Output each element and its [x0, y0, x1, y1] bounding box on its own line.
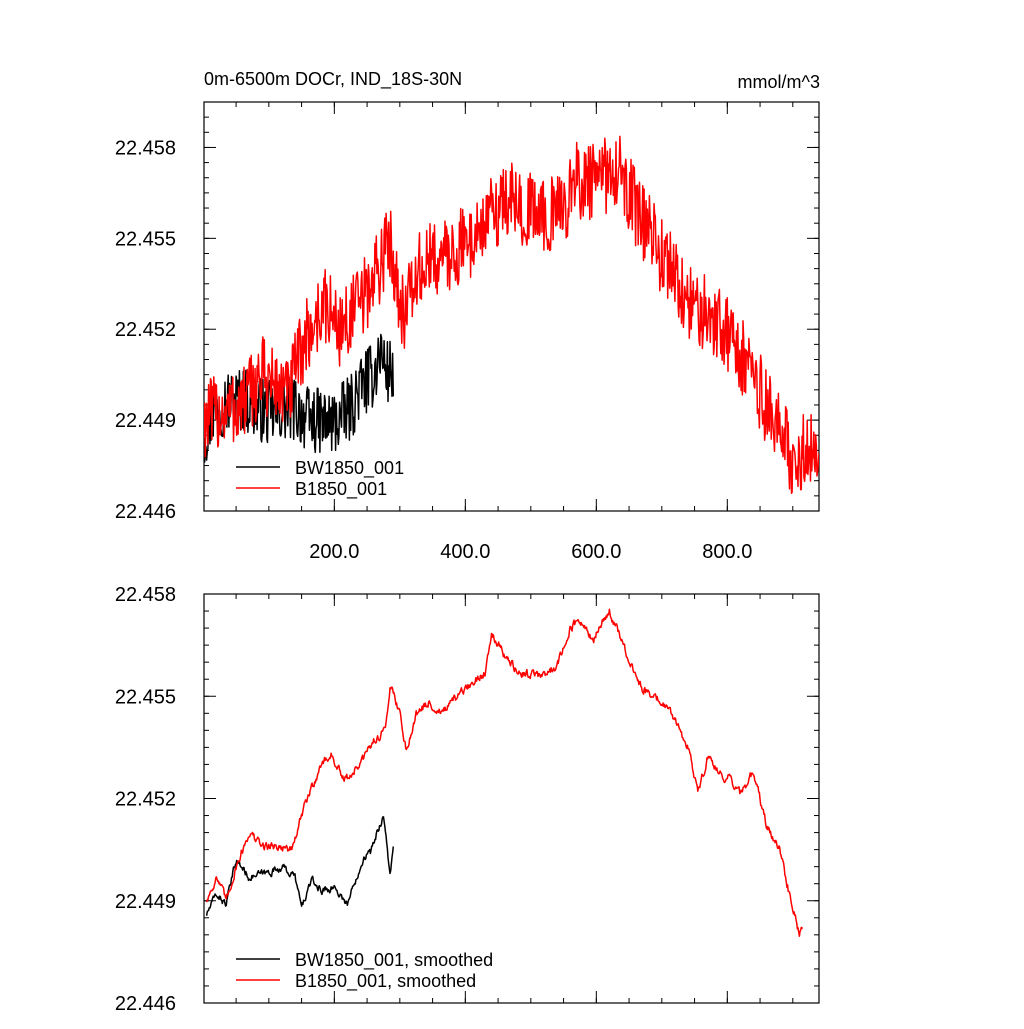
- y-tick-label: 22.452: [115, 319, 176, 341]
- y-tick-label: 22.455: [115, 228, 176, 250]
- legend-label: B1850_001: [295, 479, 387, 500]
- legend-label: BW1850_001, smoothed: [295, 950, 493, 971]
- y-tick-label: 22.455: [115, 686, 176, 708]
- y-tick-label: 22.458: [115, 137, 176, 159]
- y-tick-label: 22.446: [115, 501, 176, 523]
- bottom-panel: 22.446 22.449 22.452 22.455 22.458 BW1850_001…: [115, 584, 820, 1015]
- y-tick-label: 22.449: [115, 891, 176, 913]
- x-tick-label: 800.0: [702, 541, 752, 563]
- series-line-red: [204, 135, 819, 495]
- y-tick-label: 22.449: [115, 410, 176, 432]
- legend-label: B1850_001, smoothed: [295, 971, 476, 992]
- y-tick-label: 22.452: [115, 789, 176, 811]
- chart-title: 0m-6500m DOCr, IND_18S-30N: [204, 69, 462, 90]
- x-tick-label: 400.0: [440, 541, 490, 563]
- y-tick-label: 22.458: [115, 584, 176, 606]
- series-line-red: [205, 608, 804, 937]
- x-tick-label: 600.0: [571, 541, 621, 563]
- top-panel: 22.446 22.449 22.452 22.455 22.458 200.0 400.0…: [115, 101, 820, 563]
- plot-frame: [203, 101, 820, 512]
- x-tick-label: 200.0: [309, 541, 359, 563]
- series-line-black: [205, 816, 395, 916]
- y-tick-label: 22.446: [115, 993, 176, 1015]
- legend-label: BW1850_001: [295, 458, 404, 479]
- units-label: mmol/m^3: [738, 72, 820, 92]
- plot-frame: [203, 593, 820, 1004]
